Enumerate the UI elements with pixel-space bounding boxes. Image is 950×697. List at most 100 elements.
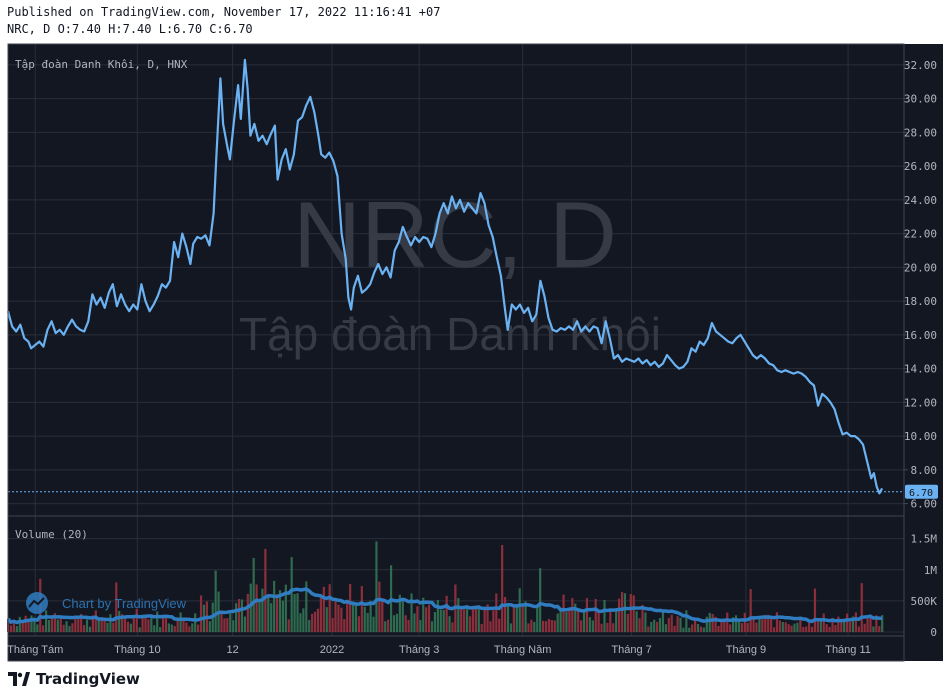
volume-bar xyxy=(831,617,834,632)
tradingview-logo-icon xyxy=(8,672,30,686)
price-series-line xyxy=(6,58,884,495)
volume-bar xyxy=(518,588,521,632)
volume-bar xyxy=(577,608,580,632)
volume-bar xyxy=(419,620,422,632)
volume-bar xyxy=(746,622,749,632)
volume-bar xyxy=(378,581,381,632)
volume-bar xyxy=(42,625,45,632)
volume-bar xyxy=(296,593,299,632)
price-grid xyxy=(8,64,904,505)
volume-bar xyxy=(588,617,591,632)
volume-bar xyxy=(857,626,860,632)
volume-bar xyxy=(129,623,132,632)
volume-bar xyxy=(799,617,802,632)
volume-bar xyxy=(702,627,705,632)
price-tick-label: 12.00 xyxy=(904,396,937,409)
time-tick-label: Tháng 3 xyxy=(399,644,439,656)
volume-bar xyxy=(644,612,647,632)
last-price-tag: 6.70 xyxy=(905,484,938,499)
volume-bar xyxy=(854,612,857,632)
volume-bar xyxy=(828,626,831,632)
volume-bar xyxy=(351,604,355,632)
volume-bar xyxy=(176,617,179,632)
volume-bar xyxy=(539,568,542,632)
volume-bar xyxy=(679,617,682,632)
volume-bar xyxy=(641,604,644,632)
volume-bar xyxy=(123,617,127,632)
volume-bar xyxy=(153,625,156,632)
volume-bar xyxy=(626,613,629,632)
volume-bar xyxy=(100,619,103,632)
volume-bar xyxy=(474,605,477,632)
volume-bar xyxy=(267,594,270,632)
price-tick-label: 22.00 xyxy=(904,228,937,241)
volume-bar xyxy=(255,584,258,632)
volume-bar xyxy=(422,597,425,632)
price-tick-label: 20.00 xyxy=(904,261,937,274)
volume-bar xyxy=(261,588,264,632)
volume-bar xyxy=(527,623,530,632)
volume-bar xyxy=(322,586,325,632)
volume-bar xyxy=(547,618,551,632)
volume-bar xyxy=(582,610,586,632)
volume-bar xyxy=(752,615,755,632)
volume-bar xyxy=(278,590,282,632)
volume-bar xyxy=(512,604,515,632)
volume-bar xyxy=(468,616,472,632)
volume-bar xyxy=(343,619,346,632)
volume-bar xyxy=(18,616,21,632)
volume-bar xyxy=(214,570,217,632)
time-tick-label: Tháng 7 xyxy=(611,644,651,656)
volume-tick-label: 0 xyxy=(930,626,937,639)
time-tick-label: 12 xyxy=(227,644,239,656)
volume-bar xyxy=(188,626,191,632)
volume-bar xyxy=(810,626,814,632)
volume-bar xyxy=(451,622,454,632)
volume-bar xyxy=(770,617,773,632)
volume-bar xyxy=(705,616,708,632)
volume-bar xyxy=(392,615,396,632)
volume-bar xyxy=(284,584,287,632)
volume-bar xyxy=(427,604,431,632)
volume-bar xyxy=(515,603,518,632)
volume-bar xyxy=(275,594,279,632)
volume-bar xyxy=(825,624,828,632)
volume-bar xyxy=(357,616,361,632)
volume-bar xyxy=(591,620,594,632)
volume-bar xyxy=(822,613,825,632)
volume-bar xyxy=(559,608,562,632)
volume-bar xyxy=(126,621,130,632)
volume-bar xyxy=(541,620,545,632)
volume-bar xyxy=(840,622,843,632)
volume-bar xyxy=(220,610,223,632)
volume-bar xyxy=(404,615,407,632)
volume-bar xyxy=(848,621,852,632)
tradingview-footer[interactable]: TradingView xyxy=(8,668,140,690)
volume-bar xyxy=(617,598,621,632)
volume-bar xyxy=(764,615,767,632)
volume-bar xyxy=(161,614,165,632)
volume-bar xyxy=(866,615,869,632)
volume-bar xyxy=(656,621,659,632)
volume-bar xyxy=(430,621,434,632)
volume-bar xyxy=(138,627,141,632)
volume-bar xyxy=(21,622,24,632)
volume-bar xyxy=(676,616,679,632)
volume-bar xyxy=(164,615,168,632)
volume-bar xyxy=(483,609,486,632)
volume-bar xyxy=(615,609,618,632)
volume-bar xyxy=(609,609,612,632)
tradingview-cloud-icon-mark xyxy=(28,597,45,608)
volume-bar xyxy=(199,595,203,632)
watermark-name: Tập đoàn Danh Khôi xyxy=(239,308,661,360)
volume-bar xyxy=(536,607,539,632)
volume-bar xyxy=(141,617,144,632)
volume-axis: 0 500K 1M 1.5M xyxy=(911,533,938,639)
volume-bar xyxy=(194,613,197,632)
volume-bar xyxy=(287,619,290,632)
volume-bar xyxy=(711,613,714,632)
volume-bar xyxy=(594,598,597,632)
time-axis: Tháng Tám Tháng 10 12 2022 Tháng 3 Tháng Năm T… xyxy=(7,644,871,656)
volume-bar xyxy=(135,608,138,632)
volume-bar xyxy=(720,619,723,632)
